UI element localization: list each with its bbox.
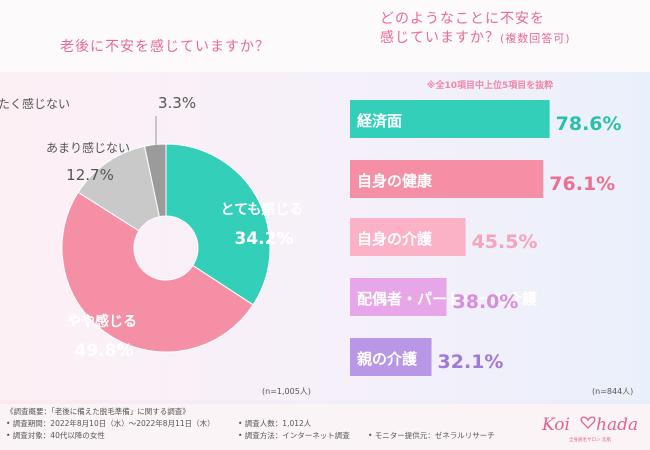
bar-label-1: 自身の健康	[357, 172, 433, 190]
logo-tagline: 全身脱毛サロン 恋肌	[569, 436, 611, 443]
footer	[0, 404, 650, 450]
bar-value-3: 38.0%	[453, 291, 519, 313]
donut-label-1: やや感じる	[67, 313, 137, 330]
survey-target: • 調査対象：40代以降の女性	[6, 431, 105, 440]
logo-text-right: hada	[596, 415, 638, 435]
donut-slice-1	[61, 191, 254, 353]
charts-canvas: とても感じる 34.2% やや感じる 49.8% あまり感じない 12.7% まったく感じな…	[0, 94, 622, 376]
bar-label-0: 経済面	[357, 112, 402, 130]
right-header	[330, 0, 650, 72]
survey-method: • 調査方法：インターネット調査	[238, 431, 350, 440]
bar-value-0: 78.6%	[556, 113, 622, 135]
donut-label-0: とても感じる	[221, 201, 304, 218]
bar-label-2: 自身の介護	[357, 230, 433, 248]
donut-value-3: 3.3%	[158, 94, 196, 112]
bar-0	[350, 100, 550, 138]
right-sample-size: (n=844人)	[592, 387, 634, 396]
bar-4	[350, 338, 432, 376]
survey-count: • 調査人数：1,012人	[238, 419, 312, 428]
right-title-sub: (複数回答可)	[500, 32, 571, 45]
bar-3	[350, 278, 447, 316]
heart-icon	[580, 416, 596, 429]
bar-label-3: 配偶者・パートナーの介護	[357, 290, 538, 308]
donut-value-0: 34.2%	[235, 229, 294, 249]
donut-value-2: 12.7%	[66, 166, 114, 184]
donut-label-3: まったく感じない	[0, 96, 70, 111]
bar-value-2: 45.5%	[472, 231, 538, 253]
donut-label-2: あまり感じない	[46, 140, 130, 155]
donut-slice-0	[165, 143, 271, 306]
survey-overview: 《調査概要：「老後に備えた脱毛準備」に関する調査》	[6, 407, 190, 416]
bar-2	[350, 218, 466, 256]
bar-label-4: 親の介護	[357, 350, 418, 368]
left-chart-title: 老後に不安を感じていますか？	[60, 39, 270, 55]
donut-value-1: 49.8%	[75, 341, 134, 361]
bar-value-1: 76.1%	[549, 173, 615, 195]
left-sample-size: (n=1,005人)	[262, 387, 311, 396]
bar-1	[350, 160, 544, 198]
donut-slice-3	[143, 143, 167, 218]
logo-text-left: Koi	[541, 415, 570, 435]
bar-value-4: 32.1%	[438, 351, 504, 373]
survey-period: • 調査期間：2022年8月10日（水）～2022年8月11日（木）	[6, 419, 215, 428]
monitor-provider: • モニター提供元：ゼネラルリサーチ	[368, 431, 495, 440]
right-title-line2: 感じていますか？	[380, 30, 500, 46]
right-title-line1: どのようなことに不安を	[380, 11, 545, 27]
koihada-logo: Koi hada 全身脱毛サロン 恋肌	[541, 415, 638, 443]
selection-note: ※全10項目中上位5項目を抜粋	[426, 81, 554, 91]
right-chart-title: どのようなことに不安を 感じていますか？(複数回答可)	[380, 10, 640, 48]
left-header	[0, 0, 330, 72]
